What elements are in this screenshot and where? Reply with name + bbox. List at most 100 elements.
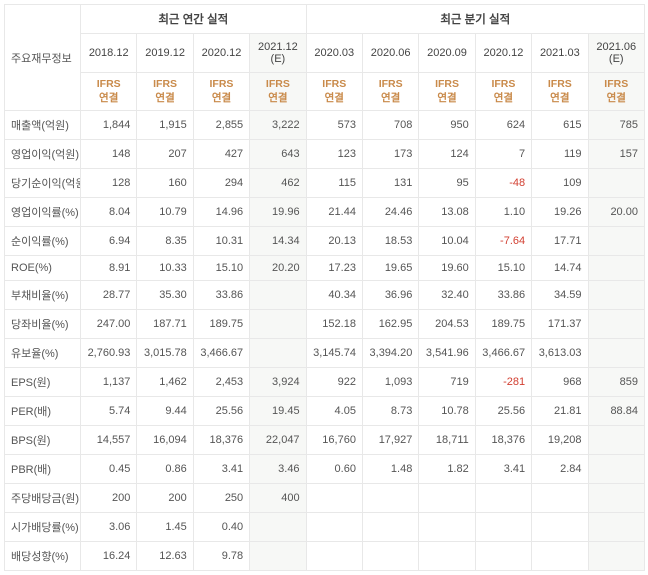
ifrs-header: IFRS연결 [306, 73, 362, 111]
cell-value: 131 [362, 169, 418, 198]
cell-value: 643 [250, 140, 306, 169]
cell-value [588, 227, 644, 256]
cell-value [250, 281, 306, 310]
table-row: 당좌비율(%)247.00187.71189.75152.18162.95204… [5, 310, 645, 339]
row-label: 영업이익률(%) [5, 198, 81, 227]
ifrs-header: IFRS연결 [588, 73, 644, 111]
cell-value: 1.82 [419, 455, 475, 484]
table-row: EPS(원)1,1371,4622,4533,9249221,093719-28… [5, 368, 645, 397]
cell-value [306, 542, 362, 571]
cell-value: 10.04 [419, 227, 475, 256]
table-body: 매출액(억원)1,8441,9152,8553,2225737089506246… [5, 111, 645, 571]
period-header: 2021.03 [532, 34, 588, 73]
cell-value: 15.10 [475, 256, 531, 281]
ifrs-header: IFRS연결 [419, 73, 475, 111]
cell-value: 1.45 [137, 513, 193, 542]
cell-value: 1,137 [81, 368, 137, 397]
cell-value: 1.48 [362, 455, 418, 484]
cell-value: 32.40 [419, 281, 475, 310]
cell-value: 19,208 [532, 426, 588, 455]
ifrs-header: IFRS연결 [532, 73, 588, 111]
cell-value: 187.71 [137, 310, 193, 339]
cell-value: 207 [137, 140, 193, 169]
row-label: 당좌비율(%) [5, 310, 81, 339]
cell-value: -281 [475, 368, 531, 397]
row-label: 유보율(%) [5, 339, 81, 368]
cell-value: 3,541.96 [419, 339, 475, 368]
cell-value: 0.86 [137, 455, 193, 484]
cell-value: 1,915 [137, 111, 193, 140]
cell-value [532, 484, 588, 513]
cell-value: 2,760.93 [81, 339, 137, 368]
table-row: 순이익률(%)6.948.3510.3114.3420.1318.5310.04… [5, 227, 645, 256]
cell-value: 20.00 [588, 198, 644, 227]
header-rowlabel: 주요재무정보 [5, 5, 81, 111]
cell-value: 200 [81, 484, 137, 513]
cell-value: 8.04 [81, 198, 137, 227]
cell-value: 3.06 [81, 513, 137, 542]
table-row: 배당성향(%)16.2412.639.78 [5, 542, 645, 571]
cell-value [588, 542, 644, 571]
row-label: 배당성향(%) [5, 542, 81, 571]
cell-value: 25.56 [475, 397, 531, 426]
header-annual: 최근 연간 실적 [81, 5, 307, 34]
cell-value: 968 [532, 368, 588, 397]
ifrs-label: IFRS연결 [435, 78, 459, 104]
cell-value: 3,394.20 [362, 339, 418, 368]
cell-value: 25.56 [193, 397, 249, 426]
cell-value: 5.74 [81, 397, 137, 426]
period-header: 2020.12 [193, 34, 249, 73]
cell-value: 189.75 [475, 310, 531, 339]
cell-value [306, 484, 362, 513]
cell-value [250, 542, 306, 571]
cell-value: 427 [193, 140, 249, 169]
cell-value: 10.31 [193, 227, 249, 256]
cell-value: 247.00 [81, 310, 137, 339]
cell-value: 33.86 [193, 281, 249, 310]
cell-value [306, 513, 362, 542]
cell-value [588, 169, 644, 198]
cell-value: 294 [193, 169, 249, 198]
cell-value: 14.34 [250, 227, 306, 256]
row-label: 당기순이익(억원) [5, 169, 81, 198]
cell-value: 250 [193, 484, 249, 513]
cell-value: 28.77 [81, 281, 137, 310]
cell-value [250, 310, 306, 339]
cell-value: 17,927 [362, 426, 418, 455]
ifrs-label: IFRS연결 [322, 78, 346, 104]
cell-value [250, 513, 306, 542]
ifrs-label: IFRS연결 [266, 78, 290, 104]
cell-value: 4.05 [306, 397, 362, 426]
cell-value: 922 [306, 368, 362, 397]
cell-value: 171.37 [532, 310, 588, 339]
cell-value: 708 [362, 111, 418, 140]
cell-value: 9.44 [137, 397, 193, 426]
cell-value: 400 [250, 484, 306, 513]
ifrs-header: IFRS연결 [81, 73, 137, 111]
cell-value [475, 542, 531, 571]
cell-value: 8.73 [362, 397, 418, 426]
cell-value [362, 542, 418, 571]
cell-value: 615 [532, 111, 588, 140]
cell-value: 22,047 [250, 426, 306, 455]
cell-value [588, 426, 644, 455]
cell-value: 123 [306, 140, 362, 169]
row-label: 영업이익(억원) [5, 140, 81, 169]
row-label: 매출액(억원) [5, 111, 81, 140]
table-row: 시가배당률(%)3.061.450.40 [5, 513, 645, 542]
cell-value: 19.26 [532, 198, 588, 227]
cell-value: 3,222 [250, 111, 306, 140]
cell-value: 40.34 [306, 281, 362, 310]
header-quarterly: 최근 분기 실적 [306, 5, 644, 34]
cell-value: 21.81 [532, 397, 588, 426]
table-row: 주당배당금(원)200200250400 [5, 484, 645, 513]
row-label: ROE(%) [5, 256, 81, 281]
cell-value: 1,462 [137, 368, 193, 397]
cell-value: 14,557 [81, 426, 137, 455]
row-label: 부채비율(%) [5, 281, 81, 310]
cell-value: 189.75 [193, 310, 249, 339]
cell-value: 8.91 [81, 256, 137, 281]
cell-value [588, 281, 644, 310]
table-row: 부채비율(%)28.7735.3033.8640.3436.9632.4033.… [5, 281, 645, 310]
cell-value: 3.46 [250, 455, 306, 484]
